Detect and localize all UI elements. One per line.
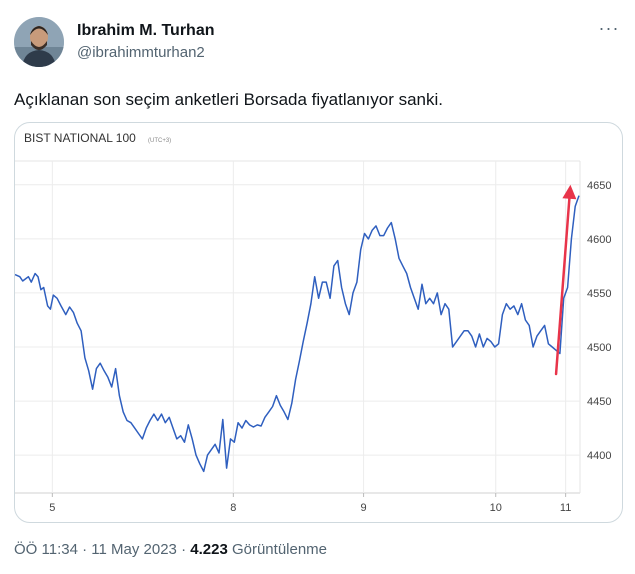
y-tick-label: 4550 [587, 288, 611, 300]
views-label: Görüntülenme [227, 541, 328, 558]
author-handle[interactable]: @ibrahimmturhan2 [77, 44, 205, 61]
profile-photo-icon [14, 17, 64, 67]
x-tick-label: 9 [361, 502, 367, 514]
y-axis: 4400 4450 4500 4550 4600 4650 [587, 180, 611, 462]
plot-area [15, 184, 580, 473]
y-tick-label: 4450 [587, 396, 611, 408]
y-tick-label: 4500 [587, 342, 611, 354]
x-tick-label: 5 [49, 502, 55, 514]
avatar[interactable] [14, 17, 64, 67]
chart: BIST NATIONAL 100 (UTC+3) 4400 4450 4500 45… [15, 131, 611, 514]
tweet-text: Açıklanan son seçim anketleri Borsada fi… [14, 90, 443, 109]
tweet-date[interactable]: 11 May 2023 [91, 541, 177, 558]
x-axis: 5 8 9 10 11 [49, 493, 571, 514]
meta-separator: · [77, 541, 92, 558]
tweet-meta: ÖÖ 11:34 · 11 May 2023 · 4.223 Görüntüle… [14, 541, 327, 558]
chart-grid [15, 160, 581, 494]
tweet-time[interactable]: ÖÖ 11:34 [14, 541, 78, 558]
more-options-icon[interactable]: ··· [598, 17, 620, 38]
y-tick-label: 4400 [587, 450, 611, 462]
x-tick-label: 10 [490, 502, 502, 514]
x-tick-label: 11 [560, 502, 571, 514]
view-count: 4.223 [190, 541, 228, 558]
x-tick-label: 8 [230, 502, 236, 514]
author-block: Ibrahim M. Turhan @ibrahimmturhan2 [77, 22, 214, 61]
author-name[interactable]: Ibrahim M. Turhan [77, 22, 215, 39]
chart-title: BIST NATIONAL 100 [24, 131, 136, 145]
y-tick-label: 4650 [587, 180, 611, 192]
chart-subtitle: (UTC+3) [148, 138, 171, 144]
arrow-shaft [554, 197, 571, 376]
meta-separator-2: · [176, 541, 191, 558]
arrow-head [562, 184, 577, 200]
tweet-media[interactable]: BIST NATIONAL 100 (UTC+3) 4400 4450 4500 45… [14, 122, 623, 523]
y-tick-label: 4600 [587, 234, 611, 246]
series-line [15, 195, 580, 473]
